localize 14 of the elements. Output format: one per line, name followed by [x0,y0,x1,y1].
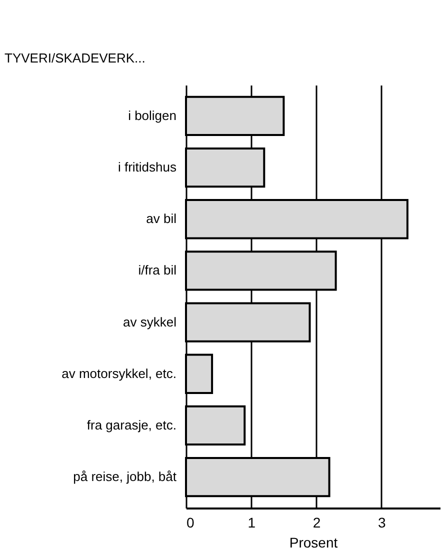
y-tick-label: i boligen [128,108,176,123]
y-tick-label: fra garasje, etc. [86,417,176,432]
x-tick-label: 2 [312,514,321,530]
y-tick-label: i fritidshus [118,160,177,175]
x-axis-title: Prosent [289,534,338,550]
y-tick-label: på reise, jobb, båt [73,469,177,484]
y-axis-title: TYVERI/SKADEVERK... [4,50,146,66]
y-tick-label: i/fra bil [138,262,177,278]
x-tick-label: 3 [378,514,386,530]
y-tick-label: av motorsykkel, etc. [62,366,176,381]
x-tick-label: 0 [186,514,194,530]
y-tick-label: av bil [146,211,177,226]
x-tick-label: 1 [248,514,256,530]
y-tick-label: av sykkel [123,314,177,330]
